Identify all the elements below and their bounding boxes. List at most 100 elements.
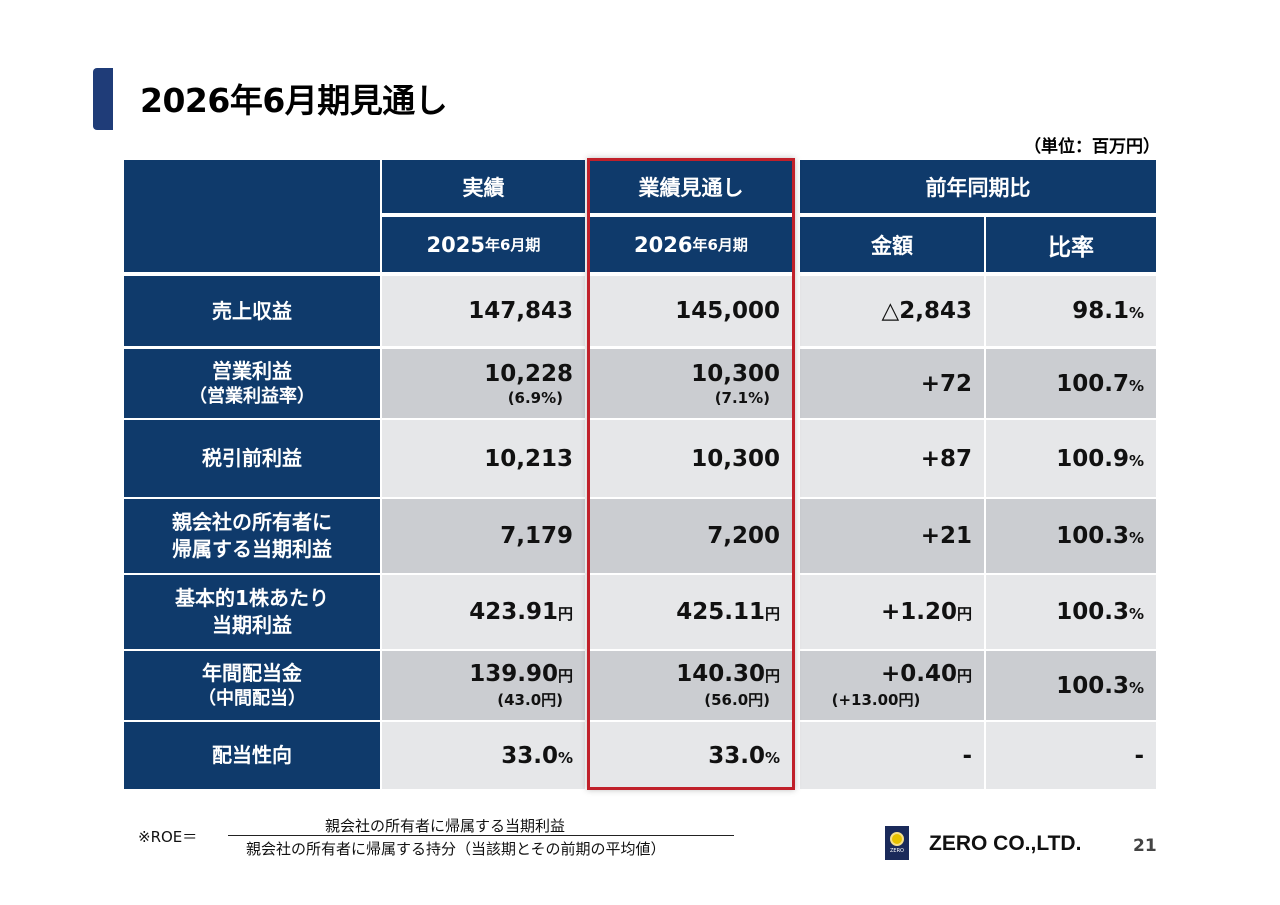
- forecast-cell: 145,000: [590, 276, 792, 346]
- roe-denominator: 親会社の所有者に帰属する持分（当該期とその前期の平均値）: [246, 840, 666, 858]
- row-label-line1: 営業利益: [212, 358, 292, 383]
- header-ratio: 比率: [986, 217, 1156, 272]
- forecast-value: 10,300: [691, 446, 780, 472]
- row-label-line1: 基本的1株あたり: [175, 586, 329, 610]
- amount-value: -: [962, 743, 972, 769]
- ratio-cell: 100.9%: [986, 420, 1156, 497]
- row-label-line2: （中間配当）: [198, 687, 306, 709]
- logo-text: ZERO: [890, 848, 904, 854]
- actual-period-suffix: 年6月期: [485, 236, 541, 254]
- ratio-unit: %: [1128, 678, 1144, 697]
- actual-number: 33.0: [501, 742, 558, 769]
- forecast-number: 425.11: [676, 599, 765, 625]
- forecast-value: 10,300: [691, 361, 780, 387]
- header-amount: 金額: [800, 217, 984, 272]
- ratio-value: 98.1%: [1072, 298, 1144, 324]
- ratio-value: 100.3%: [1056, 523, 1144, 549]
- ratio-number: 98.1: [1072, 298, 1129, 324]
- forecast-value: 425.11円: [676, 599, 780, 625]
- amount-value: △2,843: [882, 298, 972, 324]
- actual-cell: 423.91円: [382, 575, 585, 649]
- actual-subvalue: (43.0円): [497, 691, 563, 709]
- actual-cell: 10,228 (6.9%): [382, 349, 585, 418]
- ratio-value: 100.9%: [1056, 446, 1144, 472]
- header-yoy: 前年同期比: [800, 160, 1156, 213]
- forecast-value: 145,000: [675, 298, 780, 324]
- amount-unit: 円: [956, 667, 972, 685]
- row-label-line1: 配当性向: [212, 743, 292, 767]
- forecast-cell: 425.11円: [590, 575, 792, 649]
- row-label-line1: 年間配当金: [202, 660, 302, 685]
- forecast-subvalue: (56.0円): [704, 691, 770, 709]
- forecast-value: 140.30円: [676, 661, 780, 687]
- forecast-cell: 140.30円 (56.0円): [590, 651, 792, 720]
- actual-unit: 円: [557, 667, 573, 685]
- ratio-number: 100.3: [1056, 672, 1129, 699]
- forecast-period-suffix: 年6月期: [692, 236, 748, 254]
- amount-cell: +0.40円 (+13.00円): [800, 651, 984, 720]
- forecast-cell: 10,300: [590, 420, 792, 497]
- amount-cell: +21: [800, 499, 984, 573]
- header-actual-period: 2025 年6月期: [382, 217, 585, 272]
- forecast-cell: 7,200: [590, 499, 792, 573]
- forecast-number: 145,000: [675, 298, 780, 324]
- forecast-period-year: 2026: [634, 232, 693, 257]
- actual-period-year: 2025: [426, 232, 485, 257]
- amount-number: +0.40: [880, 661, 957, 687]
- ratio-unit: %: [1128, 605, 1144, 623]
- unit-label: （単位：百万円）: [1024, 137, 1160, 157]
- actual-value: 139.90円: [469, 661, 573, 687]
- ratio-value: 100.3%: [1056, 599, 1144, 625]
- actual-number: 7,179: [500, 523, 573, 549]
- ratio-unit: %: [1128, 304, 1144, 322]
- row-label-line2: （営業利益率）: [189, 385, 315, 407]
- actual-number: 139.90: [469, 661, 558, 687]
- amount-number: +72: [920, 370, 972, 397]
- amount-number: +87: [920, 445, 972, 472]
- actual-cell: 10,213: [382, 420, 585, 497]
- amount-number: △2,843: [881, 298, 972, 324]
- row-label: 営業利益 （営業利益率）: [124, 349, 380, 418]
- amount-number: -: [962, 742, 972, 769]
- ratio-cell: 100.3%: [986, 651, 1156, 720]
- actual-number: 423.91: [469, 599, 558, 625]
- forecast-cell: 10,300 (7.1%): [590, 349, 792, 418]
- header-forecast: 業績見通し: [590, 160, 792, 213]
- ratio-cell: 100.3%: [986, 575, 1156, 649]
- amount-cell: +72: [800, 349, 984, 418]
- forecast-number: 140.30: [676, 661, 765, 687]
- ratio-number: 100.3: [1056, 523, 1129, 549]
- row-label: 売上収益: [124, 276, 380, 346]
- forecast-unit: 円: [764, 605, 780, 623]
- ratio-unit: %: [1128, 529, 1144, 547]
- ratio-value: 100.3%: [1056, 673, 1144, 699]
- coin-icon: [890, 832, 904, 846]
- title-accent-bar: [93, 68, 113, 130]
- ratio-value: 100.7%: [1056, 371, 1144, 397]
- row-label-line2: 帰属する当期利益: [172, 537, 332, 561]
- amount-value: +87: [921, 446, 972, 472]
- row-label: 年間配当金 （中間配当）: [124, 651, 380, 720]
- page-title: 2026年6月期見通し: [140, 81, 448, 120]
- actual-value: 10,228: [484, 361, 573, 387]
- amount-value: +21: [921, 523, 972, 549]
- ratio-unit: %: [1128, 451, 1144, 470]
- forecast-number: 10,300: [691, 445, 780, 472]
- actual-unit: 円: [557, 605, 573, 623]
- company-name: ZERO CO.,LTD.: [929, 832, 1082, 855]
- company-logo-icon: ZERO: [885, 826, 909, 860]
- ratio-number: -: [1134, 742, 1144, 769]
- row-label-line2: 当期利益: [212, 613, 292, 637]
- ratio-cell: 98.1%: [986, 276, 1156, 346]
- amount-number: +1.20: [880, 599, 957, 625]
- amount-value: +1.20円: [881, 599, 972, 625]
- ratio-unit: %: [1128, 376, 1144, 395]
- actual-value: 147,843: [468, 298, 573, 324]
- ratio-number: 100.3: [1056, 599, 1129, 625]
- roe-numerator: 親会社の所有者に帰属する当期利益: [325, 817, 566, 835]
- actual-cell: 139.90円 (43.0円): [382, 651, 585, 720]
- amount-value: +0.40円: [881, 661, 972, 687]
- ratio-cell: 100.7%: [986, 349, 1156, 418]
- actual-number: 10,213: [484, 445, 573, 472]
- actual-unit: %: [557, 748, 573, 767]
